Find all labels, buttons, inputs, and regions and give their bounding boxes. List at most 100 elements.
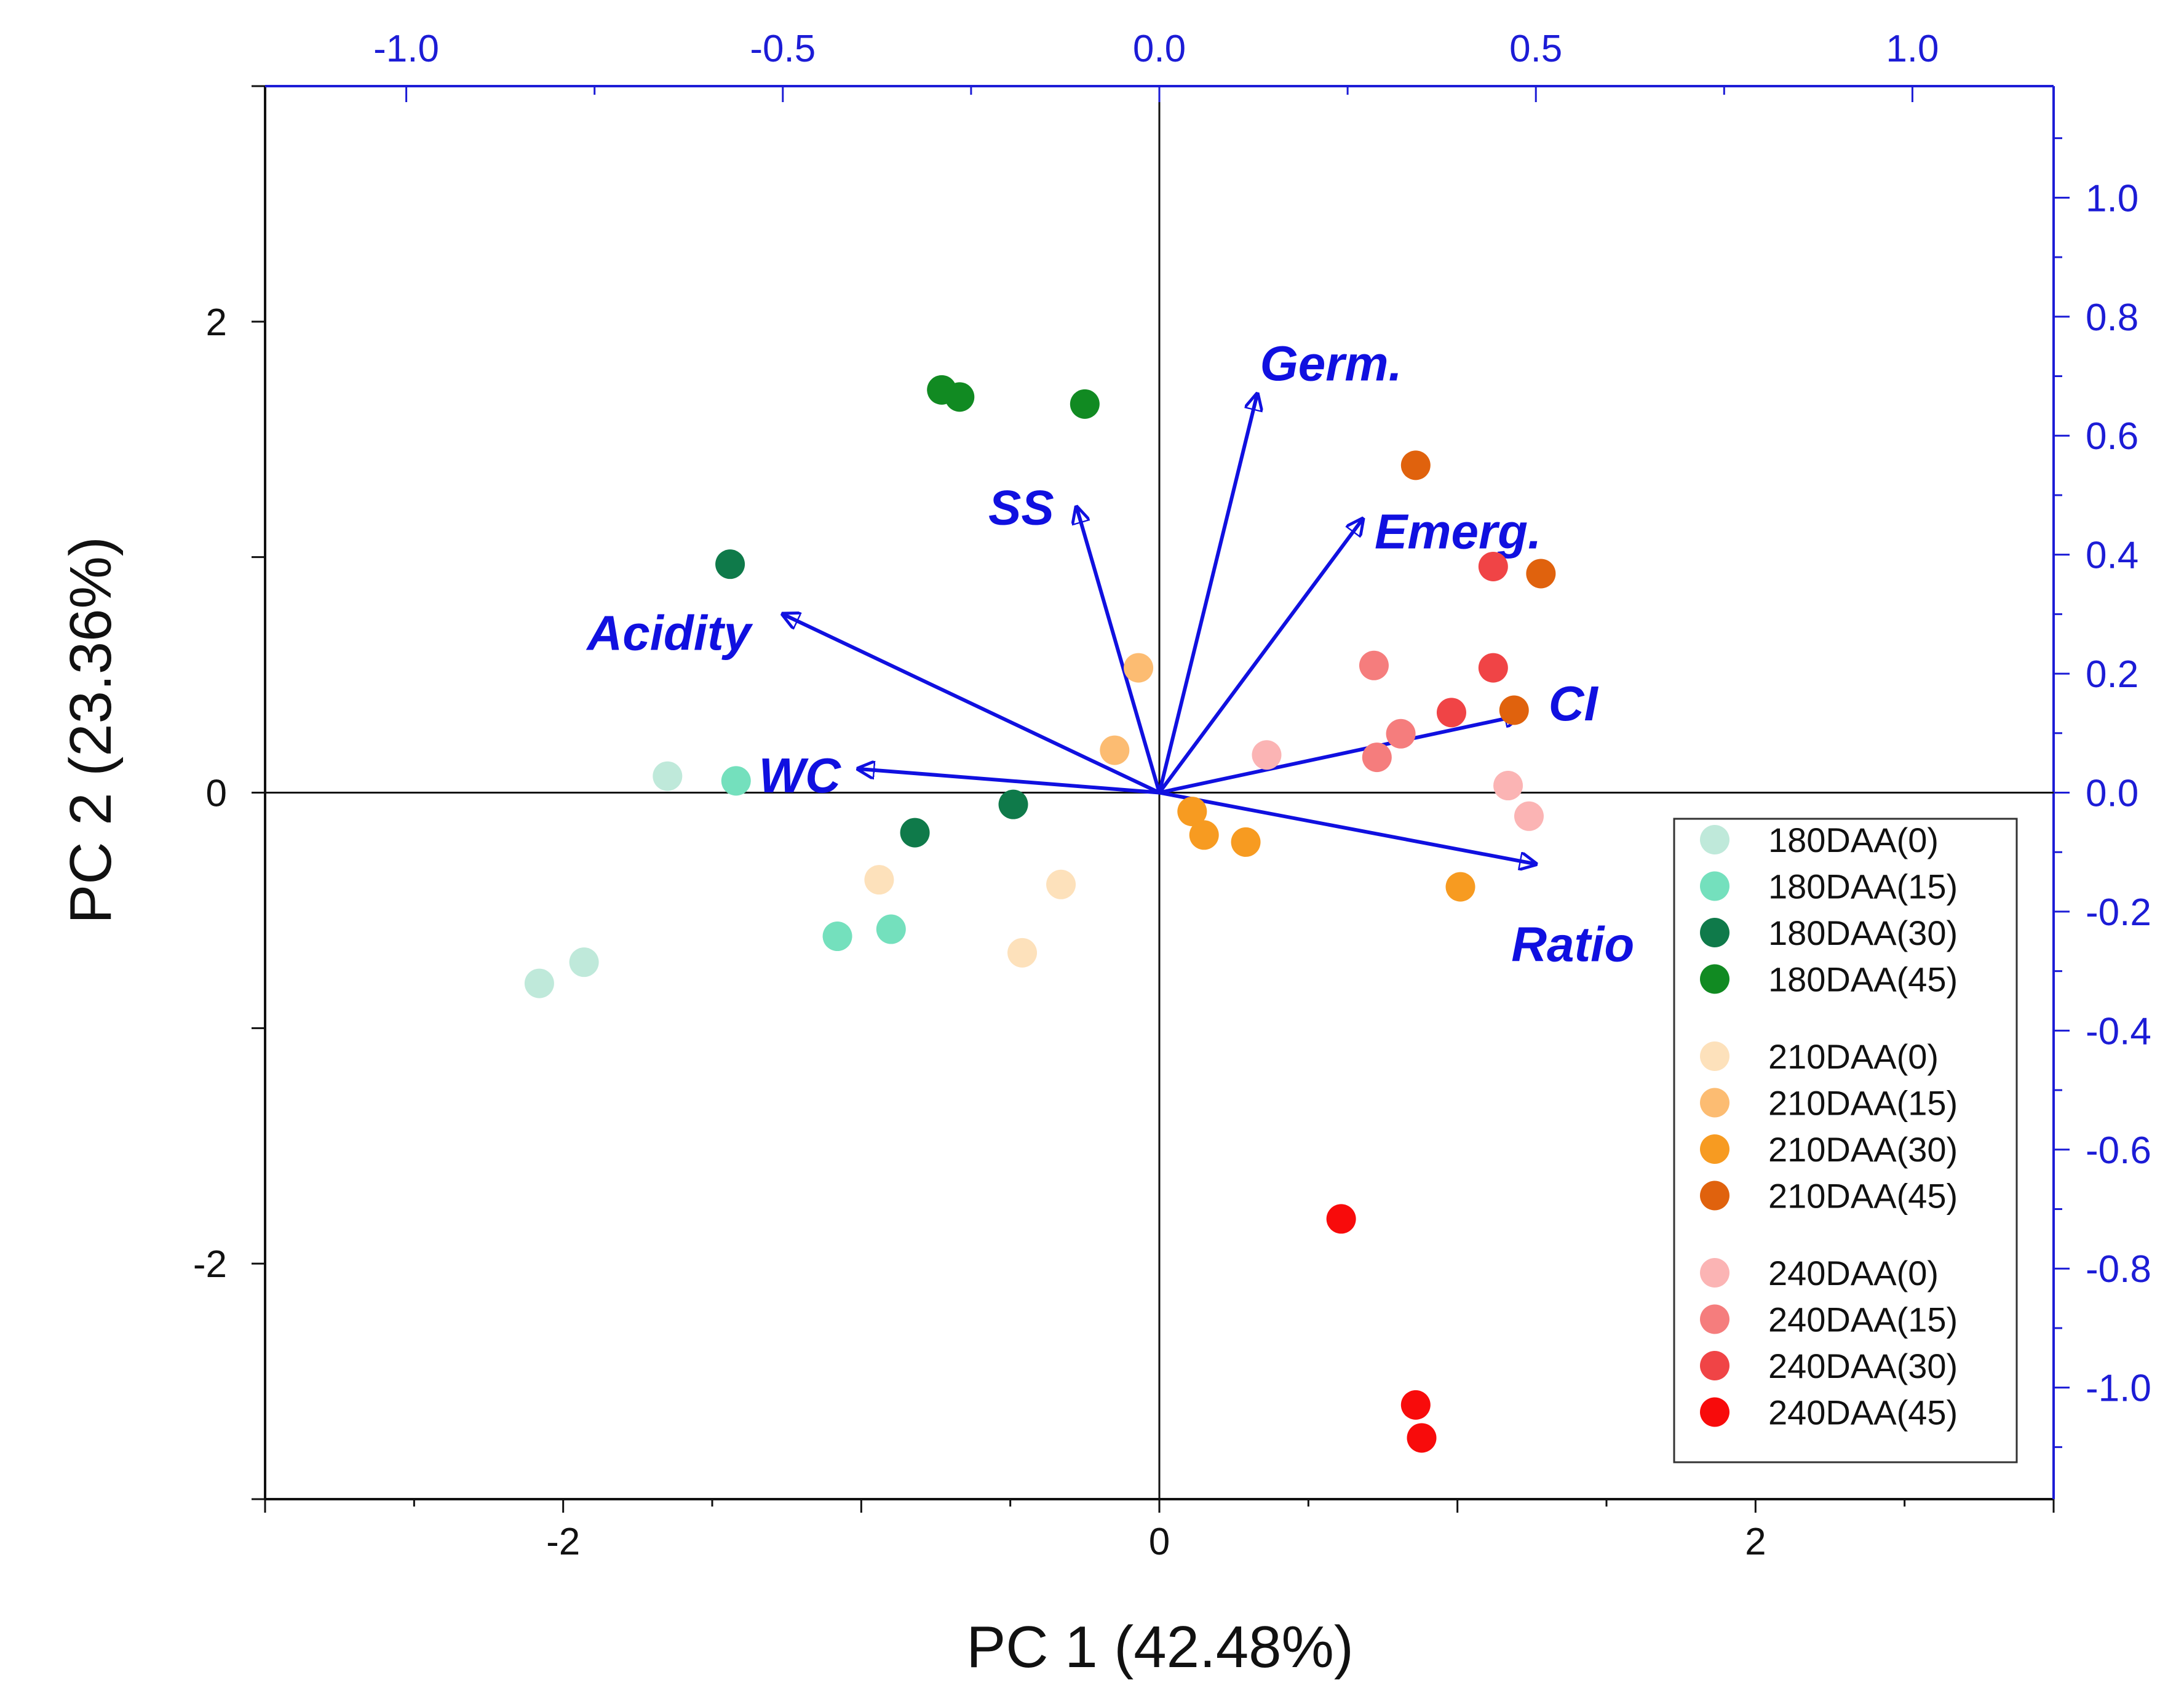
x-axis-top-loadings: -1.0 -0.5 0.0 0.5 1.0	[373, 28, 1939, 102]
y-tick-label: 0	[206, 773, 227, 815]
score-point-180DAA(0)	[569, 947, 599, 977]
loading-label: CI	[1549, 676, 1599, 731]
legend-label: 240DAA(0)	[1768, 1254, 1939, 1292]
right-tick-label: -0.6	[2086, 1129, 2151, 1172]
y-tick-label: 2	[206, 301, 227, 344]
legend-label: 210DAA(30)	[1768, 1130, 1958, 1169]
y-axis-title: PC 2 (23.36%)	[58, 536, 124, 924]
legend-label: 240DAA(15)	[1768, 1300, 1958, 1339]
x-axis-bottom: -2 0 2	[264, 1499, 2055, 1563]
legend-label: 180DAA(15)	[1768, 867, 1958, 906]
loading-arrow-emerg	[1158, 519, 1363, 794]
x-tick-label: 0	[1149, 1521, 1170, 1563]
legend-box	[1673, 818, 2018, 1463]
score-point-180DAA(15)	[822, 922, 852, 952]
right-tick-label: 0.2	[2086, 653, 2138, 696]
score-point-210DAA(30)	[1445, 872, 1475, 902]
legend-swatch	[1700, 918, 1729, 947]
right-tick-label: -0.8	[2086, 1248, 2151, 1291]
legend-label: 240DAA(45)	[1768, 1393, 1958, 1432]
x-tick-label: 2	[1745, 1521, 1766, 1563]
right-tick-label: -0.2	[2086, 891, 2151, 934]
legend-swatch	[1700, 825, 1729, 854]
legend-label: 180DAA(45)	[1768, 960, 1958, 999]
legend-swatch	[1700, 1397, 1729, 1427]
score-point-240DAA(30)	[1436, 698, 1466, 728]
score-point-240DAA(0)	[1493, 771, 1523, 801]
loading-arrow-wc	[858, 769, 1160, 795]
top-tick-label: 1.0	[1886, 28, 1939, 70]
score-point-180DAA(45)	[1070, 389, 1100, 419]
score-point-240DAA(45)	[1407, 1423, 1437, 1453]
score-point-210DAA(30)	[1189, 820, 1219, 850]
score-point-180DAA(30)	[900, 818, 930, 848]
score-point-210DAA(15)	[1100, 735, 1130, 765]
y-axis-left: -2 0 2	[193, 85, 265, 1500]
loading-label: Acidity	[586, 605, 753, 660]
legend-label: 210DAA(0)	[1768, 1037, 1939, 1076]
loading-label: Germ.	[1260, 336, 1402, 391]
top-tick-label: 0.0	[1133, 28, 1186, 70]
score-point-210DAA(15)	[1124, 653, 1154, 683]
right-tick-label: 0.0	[2086, 773, 2138, 815]
score-points	[524, 375, 1556, 1453]
score-point-240DAA(0)	[1252, 740, 1282, 770]
score-point-210DAA(0)	[1046, 869, 1076, 899]
score-point-240DAA(45)	[1326, 1204, 1356, 1234]
score-point-240DAA(15)	[1362, 742, 1392, 773]
score-point-240DAA(30)	[1478, 551, 1508, 581]
legend-label: 210DAA(15)	[1768, 1084, 1958, 1123]
score-point-210DAA(30)	[1231, 827, 1261, 857]
legend-swatch	[1700, 1304, 1729, 1334]
score-point-240DAA(45)	[1400, 1390, 1431, 1420]
legend-label: 210DAA(45)	[1768, 1177, 1958, 1216]
loading-arrow-ci	[1159, 715, 1521, 795]
legend-swatch	[1700, 1041, 1729, 1071]
score-point-210DAA(45)	[1499, 695, 1529, 725]
score-point-180DAA(30)	[998, 789, 1028, 819]
score-point-210DAA(0)	[1007, 938, 1038, 968]
score-point-180DAA(0)	[524, 968, 554, 998]
loading-arrow-germ	[1158, 394, 1257, 794]
x-axis-title: PC 1 (42.48%)	[966, 1614, 1354, 1680]
score-point-180DAA(30)	[715, 549, 745, 579]
score-point-240DAA(0)	[1514, 801, 1544, 831]
score-point-210DAA(45)	[1400, 450, 1431, 480]
score-point-240DAA(15)	[1359, 650, 1389, 680]
legend-label: 180DAA(30)	[1768, 914, 1958, 952]
top-tick-label: 0.5	[1509, 28, 1562, 70]
right-tick-label: -1.0	[2086, 1368, 2151, 1410]
top-tick-label: -0.5	[750, 28, 816, 70]
score-point-210DAA(45)	[1526, 559, 1556, 589]
legend-swatch	[1700, 1088, 1729, 1118]
score-point-180DAA(15)	[876, 914, 906, 944]
y-axis-right-loadings: 1.0 0.8 0.6 0.4 0.2 0.0 -0.2 -0.4 -0.6 -0.8 -1.0	[2054, 137, 2151, 1448]
legend-swatch	[1700, 964, 1729, 994]
score-point-180DAA(45)	[945, 382, 975, 412]
y-tick-label: -2	[193, 1243, 227, 1286]
legend: 180DAA(0) 180DAA(15) 180DAA(30) 180DAA(45) 2…	[1673, 818, 2018, 1463]
right-tick-label: 0.6	[2086, 415, 2138, 458]
loading-label: Emerg.	[1375, 504, 1541, 559]
score-point-180DAA(0)	[653, 761, 683, 791]
right-tick-label: 0.4	[2086, 535, 2138, 577]
legend-label: 180DAA(0)	[1768, 821, 1939, 859]
legend-swatch	[1700, 1180, 1729, 1211]
loading-label: SS	[988, 480, 1054, 535]
loading-vectors: Germ. SS Emerg. Acidity CI WC Ratio	[586, 336, 1634, 972]
score-point-240DAA(15)	[1386, 719, 1416, 749]
right-tick-label: 0.8	[2086, 297, 2138, 339]
loading-arrow-acidity	[783, 614, 1161, 795]
score-point-180DAA(15)	[721, 766, 751, 796]
right-tick-label: -0.4	[2086, 1010, 2151, 1053]
legend-label: 240DAA(30)	[1768, 1347, 1958, 1385]
legend-swatch	[1700, 1134, 1729, 1164]
loading-label: WC	[759, 748, 842, 803]
loading-arrow-ratio	[1159, 790, 1536, 864]
loading-arrow-ss	[1076, 507, 1161, 794]
loading-label: Ratio	[1511, 917, 1634, 972]
legend-swatch	[1700, 1351, 1729, 1380]
score-point-210DAA(30)	[1177, 797, 1207, 827]
legend-swatch	[1700, 1258, 1729, 1288]
